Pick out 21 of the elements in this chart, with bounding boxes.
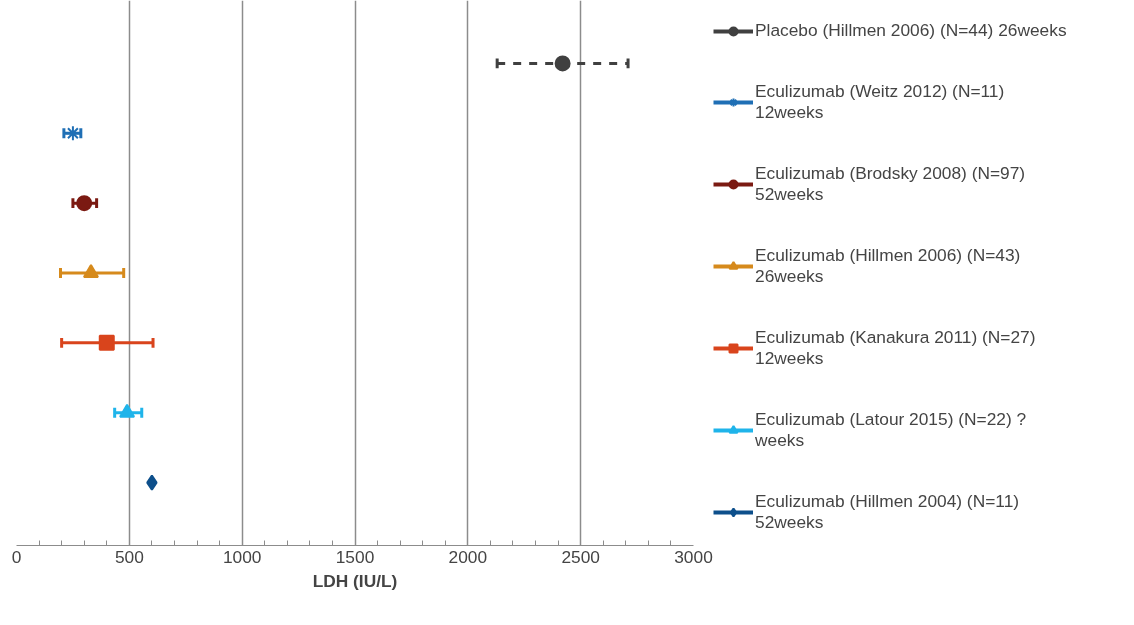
legend-label: Eculizumab (Weitz 2012) (N=11) 12weeks: [755, 81, 1005, 123]
x-tick-label: 3000: [674, 546, 713, 567]
point: [119, 403, 136, 418]
x-tick-label: 1000: [222, 546, 262, 567]
legend-label: Eculizumab (Hillmen 2004) (N=11) 52weeks: [755, 491, 1020, 533]
x-tick-label: 2000: [448, 546, 488, 567]
x-tick-label: 2500: [561, 546, 600, 567]
point: [82, 263, 99, 279]
legend-label: Placebo (Hillmen 2006) (N=44) 26weeks: [755, 20, 1067, 41]
x-axis-title: LDH (IU/L): [312, 570, 398, 591]
point: [76, 195, 93, 212]
legend-label: Eculizumab (Hillmen 2006) (N=43) 26weeks: [755, 245, 1021, 287]
legend-label: Eculizumab (Brodsky 2008) (N=97) 52weeks: [755, 163, 1026, 205]
x-tick-label: 0: [11, 546, 22, 567]
x-tick-label: 500: [114, 546, 144, 567]
point: [146, 474, 158, 491]
x-tick-label: 1500: [335, 546, 375, 567]
legend-label: Eculizumab (Latour 2015) (N=22) ? weeks: [755, 409, 1027, 451]
point: [98, 334, 115, 351]
legend-label: Eculizumab (Kanakura 2011) (N=27) 12weeks: [755, 327, 1036, 369]
point: [554, 55, 571, 72]
